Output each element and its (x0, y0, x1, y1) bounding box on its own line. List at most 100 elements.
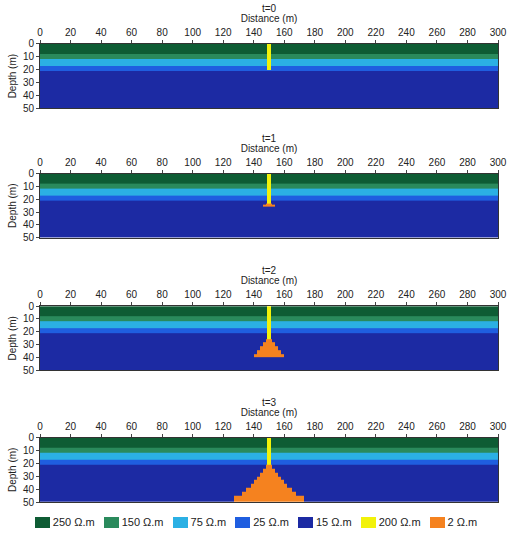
svg-text:240: 240 (398, 289, 415, 300)
svg-text:Depth (m): Depth (m) (7, 54, 18, 98)
svg-text:t=3: t=3 (262, 397, 277, 408)
svg-text:0: 0 (37, 289, 43, 300)
svg-text:120: 120 (215, 157, 232, 168)
svg-text:t=2: t=2 (262, 265, 277, 276)
svg-text:40: 40 (23, 484, 35, 495)
svg-text:300: 300 (490, 27, 507, 38)
svg-text:0: 0 (37, 157, 43, 168)
svg-text:120: 120 (215, 27, 232, 38)
svg-text:200: 200 (337, 289, 354, 300)
svg-text:60: 60 (126, 27, 138, 38)
svg-text:10: 10 (23, 181, 35, 192)
svg-text:140: 140 (245, 289, 262, 300)
svg-text:280: 280 (459, 157, 476, 168)
svg-text:160: 160 (276, 27, 293, 38)
svg-text:0: 0 (37, 27, 43, 38)
svg-text:160: 160 (276, 421, 293, 432)
svg-text:20: 20 (23, 64, 35, 75)
svg-text:100: 100 (184, 421, 201, 432)
svg-text:10: 10 (23, 51, 35, 62)
svg-text:50: 50 (23, 365, 35, 376)
svg-text:180: 180 (306, 27, 323, 38)
svg-text:140: 140 (245, 157, 262, 168)
svg-text:20: 20 (65, 421, 77, 432)
svg-text:260: 260 (429, 27, 446, 38)
svg-text:60: 60 (126, 157, 138, 168)
svg-text:30: 30 (23, 77, 35, 88)
svg-text:100: 100 (184, 289, 201, 300)
svg-text:80: 80 (157, 421, 169, 432)
svg-text:80: 80 (157, 27, 169, 38)
svg-text:280: 280 (459, 421, 476, 432)
svg-text:140: 140 (245, 27, 262, 38)
svg-text:10: 10 (23, 313, 35, 324)
svg-text:Distance (m): Distance (m) (241, 13, 298, 24)
svg-text:80: 80 (157, 157, 169, 168)
svg-text:220: 220 (368, 27, 385, 38)
svg-text:200: 200 (337, 421, 354, 432)
svg-text:220: 220 (368, 421, 385, 432)
svg-text:Distance (m): Distance (m) (241, 143, 298, 154)
svg-text:20: 20 (65, 157, 77, 168)
svg-text:20: 20 (23, 458, 35, 469)
svg-text:180: 180 (306, 421, 323, 432)
svg-text:140: 140 (245, 421, 262, 432)
svg-text:30: 30 (23, 471, 35, 482)
svg-text:30: 30 (23, 339, 35, 350)
svg-text:Depth (m): Depth (m) (7, 183, 18, 227)
svg-text:20: 20 (65, 27, 77, 38)
svg-text:Depth (m): Depth (m) (7, 448, 18, 492)
svg-text:0: 0 (28, 168, 34, 179)
svg-text:20: 20 (65, 289, 77, 300)
svg-text:220: 220 (368, 157, 385, 168)
svg-text:10: 10 (23, 445, 35, 456)
svg-text:100: 100 (184, 157, 201, 168)
svg-text:40: 40 (96, 421, 108, 432)
svg-text:40: 40 (96, 157, 108, 168)
svg-text:240: 240 (398, 157, 415, 168)
svg-text:20: 20 (23, 194, 35, 205)
svg-text:240: 240 (398, 27, 415, 38)
svg-text:280: 280 (459, 289, 476, 300)
svg-text:80: 80 (157, 289, 169, 300)
svg-text:50: 50 (23, 497, 35, 508)
svg-text:160: 160 (276, 157, 293, 168)
svg-text:0: 0 (28, 301, 34, 312)
svg-text:30: 30 (23, 207, 35, 218)
svg-text:120: 120 (215, 289, 232, 300)
svg-text:Distance (m): Distance (m) (241, 407, 298, 418)
svg-text:260: 260 (429, 157, 446, 168)
svg-text:200: 200 (337, 157, 354, 168)
svg-text:40: 40 (23, 352, 35, 363)
svg-text:300: 300 (490, 421, 507, 432)
svg-text:0: 0 (28, 38, 34, 49)
svg-text:120: 120 (215, 421, 232, 432)
svg-text:0: 0 (28, 432, 34, 443)
svg-text:180: 180 (306, 157, 323, 168)
svg-text:220: 220 (368, 289, 385, 300)
svg-text:50: 50 (23, 103, 35, 114)
svg-text:260: 260 (429, 289, 446, 300)
svg-text:40: 40 (96, 289, 108, 300)
svg-text:60: 60 (126, 289, 138, 300)
svg-text:260: 260 (429, 421, 446, 432)
svg-text:0: 0 (37, 421, 43, 432)
svg-text:40: 40 (23, 90, 35, 101)
svg-text:300: 300 (490, 157, 507, 168)
svg-text:40: 40 (23, 219, 35, 230)
svg-text:280: 280 (459, 27, 476, 38)
svg-text:240: 240 (398, 421, 415, 432)
svg-text:t=1: t=1 (262, 133, 277, 144)
svg-text:160: 160 (276, 289, 293, 300)
svg-text:50: 50 (23, 232, 35, 243)
svg-text:100: 100 (184, 27, 201, 38)
svg-text:200: 200 (337, 27, 354, 38)
svg-text:Distance (m): Distance (m) (241, 275, 298, 286)
svg-text:20: 20 (23, 326, 35, 337)
svg-text:Depth (m): Depth (m) (7, 316, 18, 360)
svg-text:180: 180 (306, 289, 323, 300)
svg-text:300: 300 (490, 289, 507, 300)
svg-text:40: 40 (96, 27, 108, 38)
svg-text:t=0: t=0 (262, 3, 277, 14)
svg-text:60: 60 (126, 421, 138, 432)
